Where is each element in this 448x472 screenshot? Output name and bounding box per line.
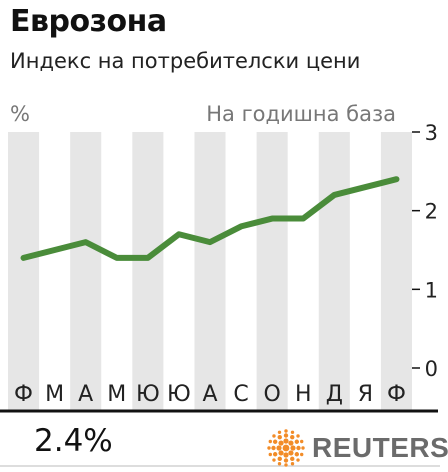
background-band — [318, 132, 350, 410]
x-tick-label: А — [202, 382, 217, 407]
background-band — [380, 132, 412, 410]
y-tick-label: 1 — [425, 278, 438, 302]
background-band — [194, 132, 226, 410]
x-tick-label: Ф — [387, 382, 406, 407]
y-tick-label: 2 — [425, 200, 438, 224]
x-tick-label: Н — [295, 382, 312, 407]
background-band — [132, 132, 164, 410]
annotation: На годишна база — [206, 102, 396, 126]
x-tick-label: Д — [326, 382, 343, 407]
y-unit-label: % — [10, 102, 30, 126]
background-band — [70, 132, 102, 410]
x-tick-label: А — [78, 382, 93, 407]
chart-subtitle: Индекс на потребителски цени — [10, 49, 361, 73]
x-tick-label: М — [107, 382, 126, 407]
x-tick-label: Ю — [136, 382, 160, 407]
reuters-dots-icon — [267, 429, 305, 467]
background-band — [256, 132, 288, 410]
chart-title: Еврозона — [10, 4, 167, 39]
reuters-logo: REUTERS — [266, 428, 448, 468]
y-tick-label: 3 — [425, 121, 438, 145]
x-tick-label: Ю — [167, 382, 191, 407]
x-tick-label: О — [263, 382, 280, 407]
x-tick-label: М — [45, 382, 64, 407]
y-tick-label: 0 — [425, 357, 438, 381]
x-tick-label: Я — [358, 382, 373, 407]
x-tick-label: С — [233, 382, 248, 407]
brand-name: REUTERS — [312, 432, 448, 463]
x-tick-label: Ф — [14, 382, 33, 407]
background-band — [8, 132, 40, 410]
latest-value: 2.4% — [34, 423, 113, 459]
